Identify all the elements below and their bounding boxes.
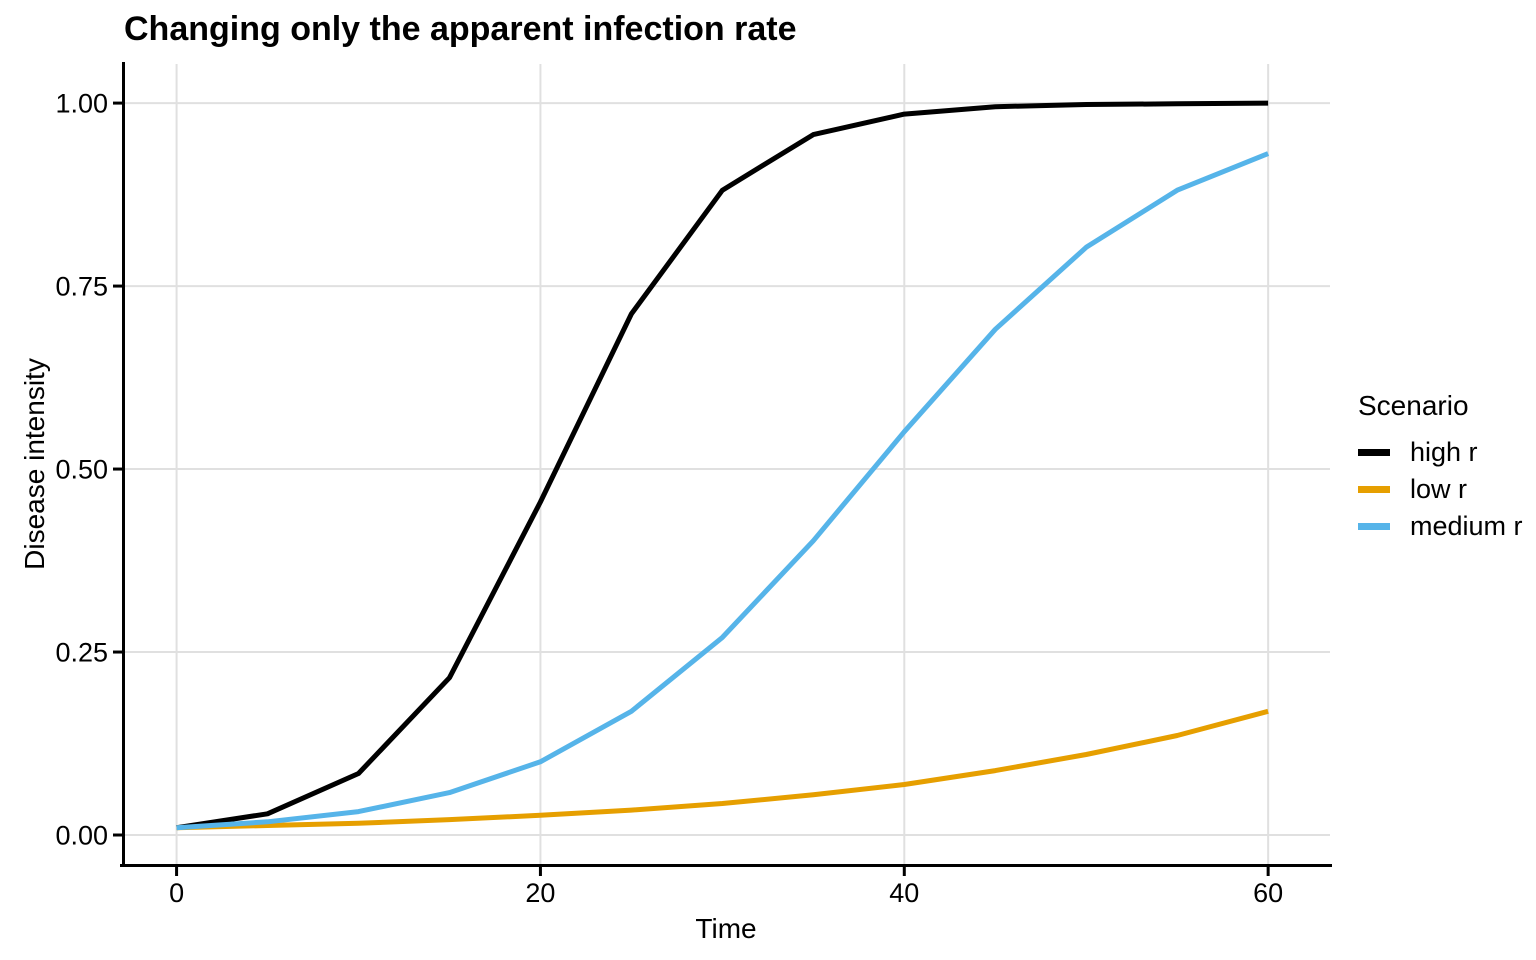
legend-entry: low r [1358, 471, 1523, 508]
legend-label: low r [1410, 474, 1468, 504]
legend-entry: high r [1358, 434, 1523, 471]
y-tick-label: 0.00 [55, 821, 108, 851]
y-tick-label: 0.25 [55, 638, 108, 668]
series-line-high-r [176, 100, 1269, 831]
y-tick-label: 0.50 [55, 455, 108, 485]
legend-key-line [1358, 486, 1390, 493]
legend-key-line [1358, 523, 1390, 530]
plot-dynamic: 0.00 0.25 0.50 0.75 1.00 0 20 40 60 [55, 62, 1332, 908]
legend-label: high r [1410, 437, 1478, 467]
legend: Scenario high r low r medium r [1358, 390, 1523, 545]
y-tick-label: 1.00 [55, 89, 108, 119]
x-axis-title: Time [695, 913, 756, 944]
legend-key-line [1358, 449, 1390, 456]
series-line-low-r [176, 708, 1269, 831]
legend-entry: medium r [1358, 508, 1523, 545]
legend-title: Scenario [1358, 390, 1469, 421]
x-tick-label: 0 [169, 878, 184, 908]
chart-title: Changing only the apparent infection rat… [124, 10, 797, 48]
legend-label: medium r [1410, 511, 1523, 541]
x-tick-label: 20 [525, 878, 555, 908]
legend-entries: high r low r medium r [1358, 434, 1523, 545]
y-tick-label: 0.75 [55, 272, 108, 302]
x-tick-label: 40 [889, 878, 919, 908]
series-line-medium-r [176, 151, 1270, 831]
y-axis-title: Disease intensity [19, 358, 50, 570]
x-tick-label: 60 [1253, 878, 1283, 908]
